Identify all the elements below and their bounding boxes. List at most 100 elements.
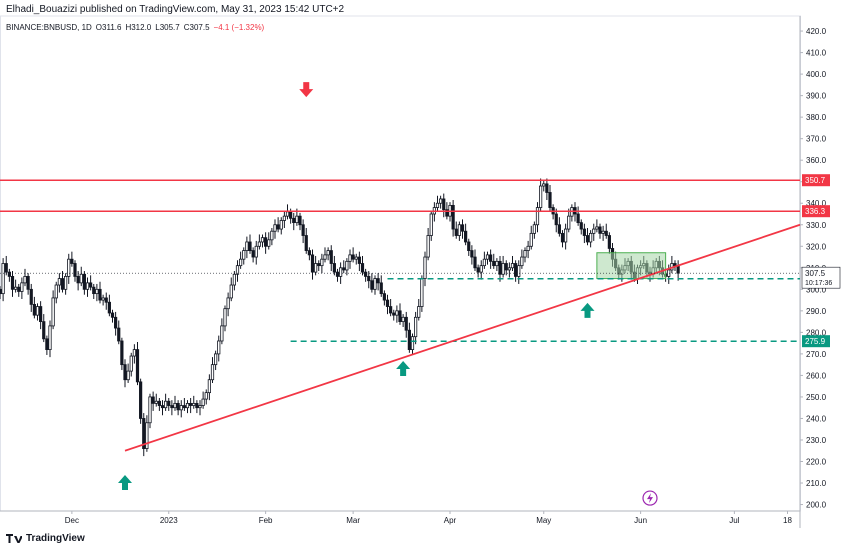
- candle-body: [157, 400, 161, 406]
- candle-body: [335, 271, 340, 277]
- candle: [467, 238, 471, 256]
- candle-body: [48, 325, 52, 350]
- candle-body: [276, 224, 280, 230]
- candle: [370, 273, 374, 293]
- candle: [210, 357, 215, 383]
- candle: [292, 212, 296, 231]
- candle-body: [489, 254, 493, 262]
- candle-body: [198, 405, 202, 409]
- candle-body: [176, 402, 180, 411]
- x-tick-label: Dec: [65, 516, 79, 525]
- candle-body: [348, 254, 352, 262]
- candle-body: [51, 297, 55, 327]
- consolidation-range-box: [596, 252, 667, 280]
- x-tick-label: 2023: [160, 516, 178, 525]
- candle-body: [217, 340, 221, 355]
- candle-body: [301, 224, 305, 236]
- candle-body: [389, 306, 393, 314]
- candle: [276, 217, 280, 233]
- candle-body: [504, 263, 508, 271]
- candle: [548, 184, 552, 211]
- candle-body: [364, 271, 368, 277]
- candle: [567, 208, 571, 233]
- candle: [39, 301, 43, 330]
- candle-body: [114, 316, 118, 329]
- candle-body: [532, 224, 536, 234]
- candle-body: [232, 273, 236, 286]
- candle-body: [257, 241, 261, 247]
- tradingview-logo-icon: [6, 534, 22, 543]
- candle: [195, 400, 199, 414]
- candle-body: [164, 400, 168, 409]
- candle: [351, 247, 355, 263]
- candle: [1, 258, 5, 302]
- candle: [326, 247, 330, 261]
- candle: [48, 320, 52, 358]
- candle-body: [410, 336, 415, 350]
- candle-body: [101, 297, 105, 301]
- candle: [135, 342, 140, 386]
- candle-body: [145, 422, 149, 449]
- candle-body: [89, 282, 93, 288]
- y-tick-label: 380.0: [806, 113, 827, 122]
- candle: [676, 260, 680, 281]
- candle-body: [0, 288, 2, 295]
- candle-body: [517, 265, 521, 277]
- candle-body: [26, 276, 30, 290]
- candle: [529, 225, 533, 250]
- candle-body: [592, 228, 596, 234]
- candle: [120, 337, 124, 371]
- candle: [245, 236, 249, 259]
- candle: [482, 251, 486, 269]
- y-tick-label: 240.0: [806, 414, 827, 423]
- candle-body: [151, 396, 155, 404]
- candle: [545, 178, 549, 201]
- candle-body: [185, 402, 190, 409]
- candle: [457, 221, 461, 241]
- candle: [217, 335, 221, 362]
- candle-body: [457, 224, 461, 236]
- candle: [239, 251, 243, 269]
- candle: [342, 260, 346, 274]
- candle: [476, 264, 480, 278]
- candle-body: [407, 329, 411, 350]
- candle: [426, 227, 430, 261]
- candle: [89, 275, 93, 291]
- candle: [576, 206, 580, 226]
- candle: [357, 251, 361, 272]
- candle: [110, 309, 115, 323]
- candle-body: [673, 263, 677, 267]
- candle: [264, 232, 268, 254]
- resistance-label: 336.3: [805, 207, 826, 216]
- candle-body: [54, 284, 58, 299]
- candle: [329, 245, 333, 272]
- candle-body: [385, 299, 390, 307]
- candle-body: [451, 204, 455, 230]
- candle: [345, 258, 349, 276]
- candle: [479, 260, 483, 280]
- candle-body: [295, 215, 299, 224]
- candle: [601, 225, 605, 241]
- candle-body: [195, 402, 199, 409]
- candle: [35, 303, 40, 321]
- candle: [154, 393, 158, 407]
- candle: [589, 230, 593, 248]
- candle-body: [585, 235, 590, 243]
- candle-body: [557, 224, 561, 234]
- candle: [560, 230, 565, 248]
- candle: [460, 219, 465, 239]
- candle: [173, 395, 177, 411]
- candle: [64, 273, 68, 295]
- candle: [542, 180, 546, 192]
- x-tick-label: Mar: [346, 516, 360, 525]
- y-tick-label: 290.0: [806, 307, 827, 316]
- candle-body: [404, 316, 408, 331]
- candle: [485, 251, 490, 265]
- candle: [142, 413, 146, 457]
- candle: [354, 253, 358, 265]
- y-tick-label: 300.0: [806, 285, 827, 294]
- candle-body: [45, 338, 49, 350]
- candle-body: [382, 293, 386, 301]
- candle: [257, 234, 261, 250]
